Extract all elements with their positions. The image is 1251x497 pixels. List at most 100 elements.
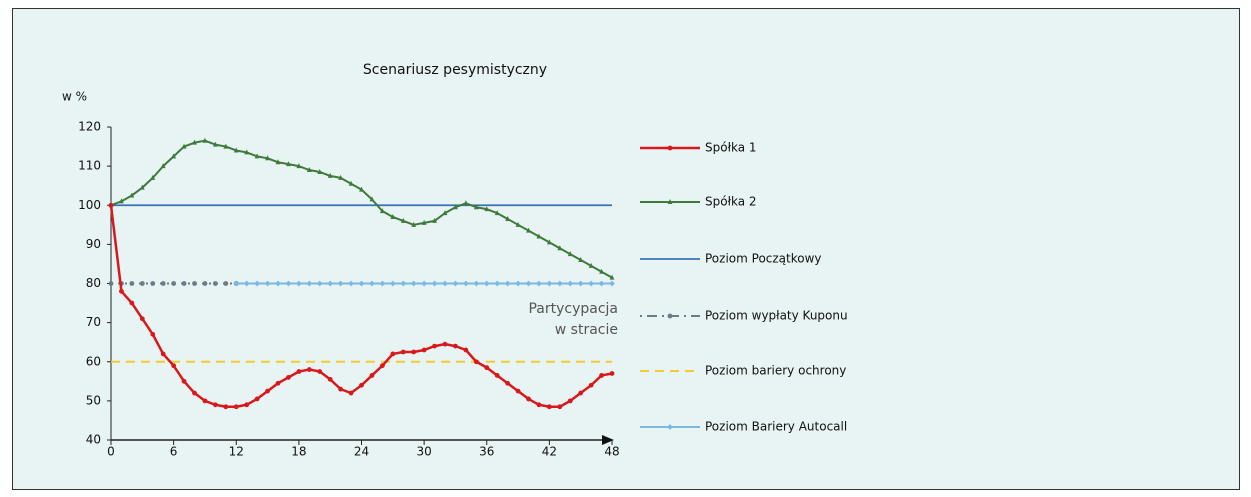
marker bbox=[453, 204, 458, 210]
marker bbox=[431, 280, 438, 287]
marker bbox=[317, 369, 323, 374]
legend-item: Poziom wypłaty Kuponu bbox=[640, 309, 848, 323]
marker bbox=[526, 396, 531, 402]
marker bbox=[337, 280, 344, 287]
marker bbox=[588, 382, 594, 388]
marker bbox=[338, 174, 344, 180]
marker bbox=[139, 281, 145, 286]
marker bbox=[286, 375, 291, 380]
marker bbox=[160, 351, 166, 357]
marker bbox=[452, 280, 459, 287]
marker bbox=[463, 200, 469, 206]
marker bbox=[473, 359, 479, 365]
series-markers bbox=[233, 280, 615, 287]
marker bbox=[108, 202, 114, 208]
marker bbox=[327, 280, 334, 287]
marker bbox=[484, 365, 490, 371]
marker bbox=[275, 159, 281, 165]
marker bbox=[275, 380, 281, 386]
marker bbox=[139, 184, 145, 190]
marker bbox=[285, 280, 292, 287]
x-tick-label: 18 bbox=[291, 445, 306, 459]
marker bbox=[567, 398, 573, 404]
marker bbox=[369, 196, 375, 202]
marker bbox=[348, 390, 354, 396]
marker bbox=[171, 281, 177, 286]
marker bbox=[171, 153, 177, 159]
marker bbox=[536, 402, 542, 408]
marker bbox=[129, 192, 135, 198]
marker bbox=[233, 280, 240, 287]
marker bbox=[129, 281, 135, 286]
marker bbox=[546, 280, 553, 287]
marker bbox=[504, 280, 511, 287]
marker bbox=[442, 280, 448, 287]
marker bbox=[181, 378, 187, 384]
marker bbox=[494, 373, 500, 378]
marker bbox=[567, 251, 573, 257]
chart-title: Scenariusz pesymistyczny bbox=[363, 62, 547, 78]
marker bbox=[379, 208, 385, 214]
marker bbox=[557, 404, 563, 410]
marker bbox=[494, 210, 500, 216]
marker bbox=[296, 163, 302, 169]
marker bbox=[609, 274, 615, 280]
marker bbox=[473, 204, 479, 210]
y-tick-label: 40 bbox=[86, 433, 101, 447]
marker bbox=[432, 343, 437, 349]
marker bbox=[181, 281, 187, 286]
marker bbox=[536, 280, 542, 287]
marker bbox=[379, 363, 385, 369]
marker bbox=[223, 404, 229, 410]
marker bbox=[609, 371, 615, 376]
marker bbox=[233, 404, 239, 410]
x-tick-label: 6 bbox=[170, 445, 178, 459]
marker bbox=[202, 137, 208, 143]
series-markers bbox=[108, 137, 615, 280]
x-tick-label: 0 bbox=[107, 445, 115, 459]
y-tick-label: 80 bbox=[86, 276, 101, 290]
marker bbox=[348, 280, 354, 287]
y-axis-label: w % bbox=[62, 90, 87, 104]
marker bbox=[453, 343, 458, 349]
marker bbox=[546, 404, 552, 410]
marker bbox=[609, 280, 615, 287]
marker bbox=[358, 280, 365, 287]
marker bbox=[389, 280, 396, 287]
marker bbox=[108, 281, 114, 286]
y-tick-label: 120 bbox=[78, 120, 101, 134]
marker bbox=[588, 262, 594, 268]
marker bbox=[150, 281, 156, 286]
y-tick-label: 90 bbox=[86, 237, 101, 251]
marker bbox=[181, 143, 187, 149]
marker bbox=[515, 221, 521, 227]
x-axis-arrow bbox=[602, 435, 614, 445]
marker bbox=[192, 390, 197, 396]
marker bbox=[515, 388, 521, 394]
marker bbox=[150, 331, 156, 337]
marker bbox=[400, 217, 406, 223]
x-tick-label: 24 bbox=[354, 445, 369, 459]
legend-label: Poziom Początkowy bbox=[705, 252, 822, 266]
marker bbox=[536, 233, 542, 239]
marker bbox=[598, 280, 605, 287]
marker bbox=[442, 341, 448, 347]
marker bbox=[192, 281, 197, 286]
marker bbox=[578, 257, 584, 263]
panel bbox=[12, 8, 1240, 490]
marker bbox=[379, 280, 386, 287]
marker bbox=[578, 390, 584, 396]
marker bbox=[599, 373, 604, 378]
marker bbox=[223, 281, 229, 286]
marker bbox=[338, 386, 344, 392]
legend-label: Spółka 1 bbox=[705, 141, 757, 155]
marker bbox=[667, 199, 673, 204]
marker bbox=[411, 221, 417, 227]
marker bbox=[306, 167, 312, 173]
marker bbox=[667, 145, 673, 151]
marker bbox=[505, 380, 511, 386]
marker bbox=[421, 347, 427, 353]
marker bbox=[410, 280, 417, 287]
marker bbox=[233, 147, 239, 153]
